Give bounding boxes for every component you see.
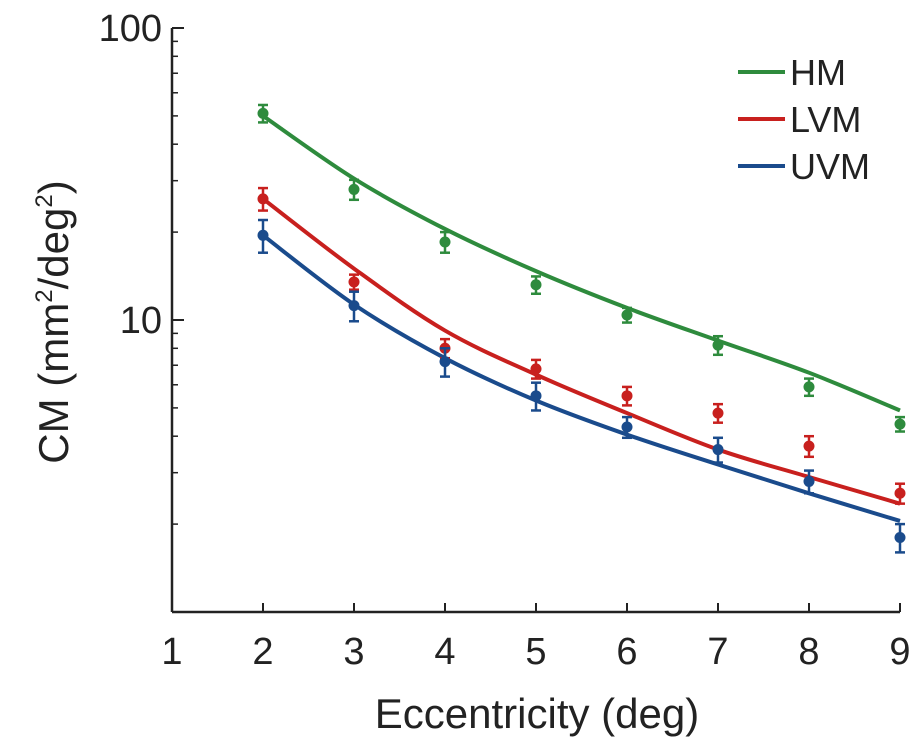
y-axis-label-prefix: CM (mm	[30, 303, 77, 464]
hm-point-5	[530, 279, 542, 291]
legend-label-hm: HM	[790, 52, 846, 93]
x-axis-label: Eccentricity (deg)	[375, 690, 699, 737]
x-tick-label-3: 3	[343, 631, 364, 673]
axes: 1 2 3 4 5 6 7 8 9 10 100	[99, 8, 911, 673]
data-points	[257, 103, 906, 554]
lvm-point-8	[803, 440, 815, 452]
x-tick-label-5: 5	[525, 631, 546, 673]
lvm-point-5	[530, 363, 542, 375]
x-tick-label-7: 7	[707, 631, 728, 673]
legend: HM LVM UVM	[738, 52, 870, 187]
uvm-point-9	[894, 531, 906, 543]
hm-point-9	[894, 418, 906, 430]
uvm-point-2	[257, 229, 269, 241]
hm-point-8	[803, 381, 815, 393]
y-axis-label-sup1: 2	[31, 289, 58, 302]
y-axis-label-middle: /deg	[30, 208, 77, 290]
lvm-point-9	[894, 487, 906, 499]
y-axis-label: CM (mm2/deg2)	[30, 180, 77, 463]
x-tick-label-6: 6	[616, 631, 637, 673]
uvm-point-5	[530, 390, 542, 402]
x-tick-label-9: 9	[889, 631, 910, 673]
lvm-point-2	[257, 193, 269, 205]
hm-point-2	[257, 107, 269, 119]
uvm-point-3	[348, 300, 360, 312]
legend-label-uvm: UVM	[790, 146, 870, 187]
x-tick-label-8: 8	[798, 631, 819, 673]
y-tick-label-100: 100	[99, 8, 162, 50]
x-tick-label-2: 2	[252, 631, 273, 673]
y-axis-label-suffix: )	[30, 180, 77, 194]
hm-point-4	[439, 236, 451, 248]
hm-fit-line	[261, 114, 901, 413]
uvm-point-7	[712, 444, 724, 456]
lvm-point-7	[712, 407, 724, 419]
uvm-point-4	[439, 356, 451, 368]
lvm-point-6	[621, 390, 633, 402]
hm-point-7	[712, 339, 724, 351]
uvm-point-6	[621, 421, 633, 433]
uvm-point-8	[803, 475, 815, 487]
lvm-fit-line	[261, 197, 901, 506]
legend-label-lvm: LVM	[790, 99, 861, 140]
lvm-point-3	[348, 276, 360, 288]
hm-point-6	[621, 309, 633, 321]
x-tick-label-1: 1	[161, 631, 182, 673]
y-tick-label-10: 10	[120, 300, 162, 342]
y-axis-label-sup2: 2	[31, 194, 58, 207]
hm-point-3	[348, 183, 360, 195]
x-tick-label-4: 4	[434, 631, 455, 673]
